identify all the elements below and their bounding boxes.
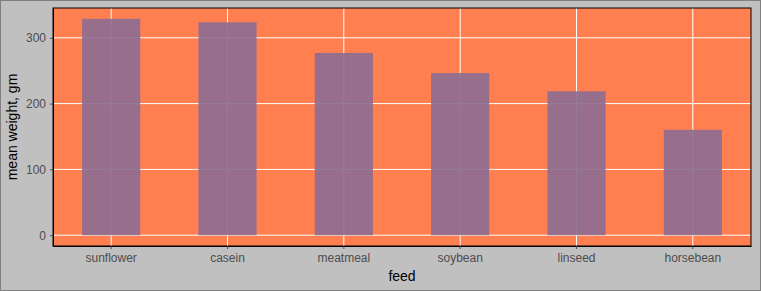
- grid: [53, 8, 751, 246]
- tick-mark: [50, 104, 53, 105]
- bar: [82, 19, 140, 235]
- tick-label: casein: [210, 251, 245, 265]
- y-axis-title: mean weight, gm: [4, 74, 20, 181]
- x-tick: horsebean: [664, 246, 721, 265]
- tick-label: meatmeal: [317, 251, 370, 265]
- tick-mark: [343, 246, 344, 249]
- tick-label: soybean: [437, 251, 482, 265]
- tick-label: 100: [26, 163, 46, 177]
- x-tick: meatmeal: [317, 246, 370, 265]
- bar: [431, 73, 489, 235]
- x-tick: soybean: [437, 246, 482, 265]
- x-tick: casein: [210, 246, 245, 265]
- tick-label: 0: [39, 229, 46, 243]
- x-axis: sunflower casein meatmeal soybean linseed hor…: [54, 246, 752, 265]
- tick-mark: [50, 235, 53, 236]
- plot-frame: [53, 8, 751, 246]
- background: [1, 1, 761, 291]
- tick-mark: [50, 169, 53, 170]
- tick-label: sunflower: [85, 251, 136, 265]
- tick-mark: [460, 246, 461, 249]
- x-tick: linseed: [557, 246, 595, 265]
- tick-label: linseed: [557, 251, 595, 265]
- bars: [82, 19, 722, 235]
- y-tick: 100: [26, 163, 53, 177]
- tick-mark: [576, 246, 577, 249]
- chart: 0 100 200 300 sunflower casein meatmeal soybean…: [0, 0, 761, 291]
- plot-background: [53, 8, 751, 246]
- grid-line: [53, 103, 751, 104]
- tick-mark: [111, 246, 112, 249]
- x-tick: sunflower: [85, 246, 136, 265]
- bar: [547, 91, 605, 235]
- grid-line: [53, 169, 751, 170]
- y-tick: 300: [26, 31, 53, 45]
- y-axis-line: [53, 9, 54, 247]
- plot: 0 100 200 300 sunflower casein meatmeal soybean…: [26, 8, 752, 265]
- bar: [198, 22, 256, 235]
- bar: [664, 130, 722, 235]
- grid-line: [53, 37, 751, 38]
- y-tick: 200: [26, 97, 53, 111]
- y-axis: 0 100 200 300: [26, 9, 54, 247]
- tick-mark: [50, 38, 53, 39]
- tick-label: 200: [26, 97, 46, 111]
- tick-label: horsebean: [664, 251, 721, 265]
- y-tick: 0: [39, 229, 53, 243]
- x-axis-title: feed: [388, 268, 415, 284]
- grid-line: [53, 235, 751, 236]
- tick-label: 300: [26, 31, 46, 45]
- tick-mark: [692, 246, 693, 249]
- tick-mark: [227, 246, 228, 249]
- x-axis-line: [54, 246, 752, 247]
- bar: [315, 53, 373, 235]
